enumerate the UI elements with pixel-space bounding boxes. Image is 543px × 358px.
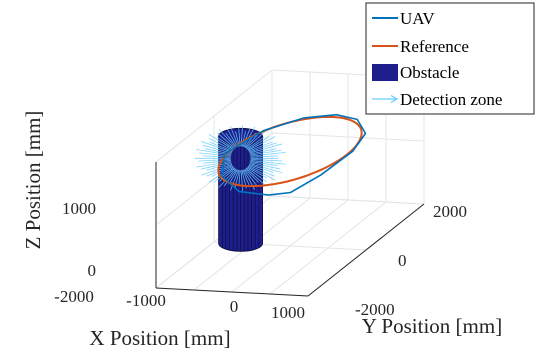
x-tick-neg2000: -2000 bbox=[54, 287, 94, 306]
y-axis-line bbox=[307, 203, 425, 297]
z-tick-0: 0 bbox=[88, 261, 97, 280]
detection-arrow bbox=[200, 164, 233, 176]
detection-arrow bbox=[218, 128, 237, 149]
detection-arrow bbox=[202, 155, 231, 158]
detection-arrow bbox=[201, 162, 232, 170]
detection-arrow bbox=[249, 148, 277, 155]
detection-arrow bbox=[249, 164, 274, 173]
detection-arrow bbox=[238, 170, 241, 186]
legend-obstacle-swatch bbox=[372, 64, 398, 81]
detection-arrow bbox=[246, 167, 268, 183]
detection-arrow bbox=[200, 140, 233, 153]
legend-detection-swatch bbox=[372, 94, 399, 104]
wall-gridline bbox=[155, 69, 273, 163]
detection-arrow bbox=[250, 155, 279, 158]
detection-arrow bbox=[223, 169, 237, 187]
detection-arrow bbox=[229, 125, 239, 147]
detection-arrow bbox=[206, 164, 233, 177]
detection-arrow bbox=[248, 164, 275, 177]
detection-arrow bbox=[249, 162, 281, 170]
legend: UAV Reference Obstacle Detection zone bbox=[365, 2, 535, 115]
x-axis-label: X Position [mm] bbox=[89, 326, 230, 350]
x-tick-0: 0 bbox=[230, 297, 239, 316]
detection-arrow bbox=[247, 136, 270, 150]
x-axis-line bbox=[155, 287, 309, 297]
detection-arrow bbox=[245, 130, 267, 149]
legend-obstacle-label: Obstacle bbox=[400, 63, 459, 82]
z-tick-1000: 1000 bbox=[62, 199, 96, 218]
detection-arrow bbox=[250, 158, 283, 162]
y-axis-label: Y Position [mm] bbox=[362, 314, 502, 338]
detection-arrow bbox=[196, 161, 232, 168]
detection-arrow bbox=[250, 151, 286, 157]
detection-arrow bbox=[250, 149, 282, 156]
detection-arrow bbox=[208, 134, 234, 150]
detection-arrow bbox=[250, 160, 286, 165]
detection-arrow bbox=[241, 131, 247, 147]
detection-arrow bbox=[198, 158, 231, 162]
x-tick-1000: 1000 bbox=[271, 303, 305, 322]
detection-arrow bbox=[244, 169, 258, 187]
uav-line bbox=[221, 113, 367, 196]
detection-arrow bbox=[250, 161, 278, 166]
wall-gridline bbox=[271, 195, 425, 205]
detection-arrow bbox=[229, 169, 239, 191]
detection-arrow bbox=[225, 132, 237, 148]
detection-arrow bbox=[245, 168, 267, 187]
legend-box bbox=[365, 2, 535, 115]
detection-arrow bbox=[242, 169, 250, 186]
detection-arrow bbox=[243, 126, 256, 148]
legend-detection-label: Detection zone bbox=[400, 90, 502, 109]
detection-arrow bbox=[245, 168, 259, 183]
detection-arrow bbox=[247, 165, 276, 181]
detection-arrow bbox=[227, 129, 238, 148]
detection-arrow bbox=[246, 136, 265, 150]
detection-arrow bbox=[208, 138, 234, 151]
z-axis-label: Z Position [mm] bbox=[21, 111, 45, 250]
detection-arrow bbox=[249, 163, 283, 174]
detection-arrow bbox=[228, 169, 238, 185]
legend-uav-label: UAV bbox=[400, 9, 435, 28]
x-tick-neg1000: -1000 bbox=[126, 291, 166, 310]
detection-arrow bbox=[217, 132, 236, 149]
y-tick-2000: 2000 bbox=[433, 202, 467, 221]
detection-arrow bbox=[247, 136, 276, 151]
detection-arrow bbox=[208, 166, 234, 183]
detection-arrow bbox=[202, 144, 232, 154]
detection-arrow bbox=[203, 160, 231, 164]
detection-arrow bbox=[214, 167, 235, 183]
wall-gridline bbox=[271, 132, 425, 142]
y-tick-0: 0 bbox=[398, 251, 407, 270]
detection-arrow bbox=[216, 136, 235, 150]
y-tick-neg2000: -2000 bbox=[355, 300, 395, 319]
detection-arrow bbox=[209, 141, 233, 152]
detection-arrow bbox=[247, 166, 268, 179]
detection-arrow bbox=[248, 141, 272, 152]
detection-arrow bbox=[242, 128, 251, 147]
detection-arrow bbox=[240, 170, 244, 192]
detection-arrow bbox=[249, 143, 283, 154]
detection-arrow bbox=[249, 142, 277, 153]
detection-arrow bbox=[218, 168, 237, 188]
legend-reference-label: Reference bbox=[400, 37, 469, 56]
